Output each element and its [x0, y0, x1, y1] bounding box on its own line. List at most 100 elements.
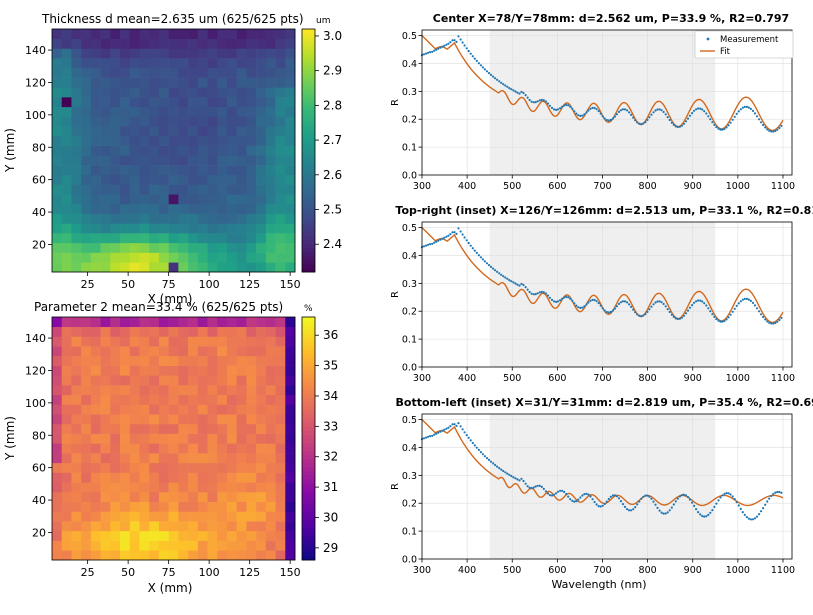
heatmap-cell: [217, 550, 228, 561]
heatmap-cell: [158, 550, 169, 561]
colorbar-tick-label: 2.7: [323, 133, 342, 147]
heatmap-cell: [110, 97, 121, 108]
colorbar-segment: [302, 207, 315, 212]
heatmap-cell: [52, 423, 63, 434]
heatmap-cell: [149, 126, 160, 137]
heatmap-cell: [81, 223, 92, 234]
parameter2-heatmap-x-ticks: 25 50 75 100 125 150: [81, 560, 301, 579]
heatmap-cell: [81, 462, 92, 473]
heatmap-cell: [139, 346, 150, 357]
heatmap-cell: [207, 203, 218, 214]
measurement-point: [719, 320, 722, 323]
colorbar-tick-label: 29: [323, 541, 338, 555]
measurement-point: [571, 299, 574, 302]
heatmap-cell: [246, 252, 257, 263]
heatmap-cell: [61, 482, 72, 493]
heatmap-cell: [61, 174, 72, 185]
measurement-point: [652, 111, 655, 114]
measurement-point: [656, 300, 659, 303]
heatmap-cell: [246, 203, 257, 214]
heatmap-cell: [256, 540, 267, 551]
heatmap-cell: [246, 346, 257, 357]
measurement-point: [715, 318, 718, 321]
measurement-point: [467, 49, 470, 53]
measurement-point: [522, 91, 525, 95]
heatmap-cell: [110, 491, 121, 502]
heatmap-cell: [90, 336, 101, 347]
heatmap-cell: [139, 540, 150, 551]
measurement-point: [546, 294, 550, 297]
heatmap-cell: [207, 414, 218, 425]
heatmap-cell: [168, 453, 179, 464]
measurement-point: [676, 125, 679, 129]
heatmap-cell: [71, 385, 82, 396]
measurement-point: [713, 315, 716, 318]
measurement-point: [739, 108, 742, 111]
measurement-point: [447, 426, 450, 429]
heatmap-cell: [168, 126, 179, 137]
heatmap-cell: [61, 433, 72, 444]
heatmap-cell: [207, 530, 218, 541]
measurement-point: [733, 498, 736, 501]
measurement-point: [548, 494, 552, 497]
measurement-point: [674, 500, 677, 503]
measurement-point: [632, 116, 635, 119]
heatmap-cell: [275, 355, 286, 366]
heatmap-cell: [81, 233, 92, 244]
heatmap-cell: [120, 521, 131, 532]
heatmap-cell: [52, 223, 63, 234]
heatmap-cell: [188, 385, 199, 396]
heatmap-cell: [120, 530, 131, 541]
heatmap-cell: [226, 453, 237, 464]
heatmap-cell: [71, 38, 82, 49]
heatmap-cell: [90, 38, 101, 49]
measurement-point: [662, 110, 665, 114]
heatmap-cell: [100, 336, 111, 347]
measurement-point: [721, 128, 724, 131]
heatmap-cell: [100, 145, 111, 156]
measurement-point: [697, 510, 700, 514]
heatmap-cell: [90, 223, 101, 234]
heatmap-cell: [256, 184, 267, 195]
heatmap-cell: [217, 233, 228, 244]
colorbar-tick-label: 2.8: [323, 98, 342, 112]
heatmap-cell: [207, 184, 218, 195]
heatmap-cell: [188, 482, 199, 493]
heatmap-cell: [110, 67, 121, 78]
measurement-point: [666, 511, 669, 514]
heatmap-cell: [178, 550, 189, 561]
heatmap-cell: [197, 145, 208, 156]
heatmap-cell: [129, 38, 140, 49]
heatmap-cell: [81, 336, 92, 347]
heatmap-cell: [256, 145, 267, 156]
heatmap-cell: [100, 67, 111, 78]
heatmap-cell: [285, 29, 296, 40]
measurement-point: [619, 301, 623, 304]
heatmap-cell: [256, 116, 267, 127]
thickness-heatmap-y-label: Y (mm): [3, 128, 17, 173]
measurement-point: [579, 114, 582, 117]
heatmap-cell: [61, 521, 72, 532]
heatmap-cell: [256, 155, 267, 166]
heatmap-cell: [139, 155, 150, 166]
colorbar-segment: [302, 251, 315, 257]
heatmap-cell: [81, 326, 92, 337]
heatmap-cell: [275, 462, 286, 473]
heatmap-cell: [149, 346, 160, 357]
measurement-point: [701, 108, 704, 111]
heatmap-cell: [275, 414, 286, 425]
measurement-point: [433, 433, 436, 436]
measurement-point: [745, 516, 749, 519]
colorbar-segment: [302, 406, 315, 411]
heatmap-cell: [188, 394, 199, 405]
heatmap-cell: [256, 443, 267, 454]
colorbar-segment: [302, 511, 315, 516]
heatmap-cell: [188, 135, 199, 146]
y-tick-label: 40: [32, 206, 46, 219]
measurement-point: [674, 125, 677, 128]
heatmap-cell: [158, 414, 169, 425]
heatmap-cell: [52, 404, 63, 415]
measurement-point: [433, 241, 436, 244]
heatmap-cell: [120, 194, 131, 205]
heatmap-cell: [217, 414, 228, 425]
